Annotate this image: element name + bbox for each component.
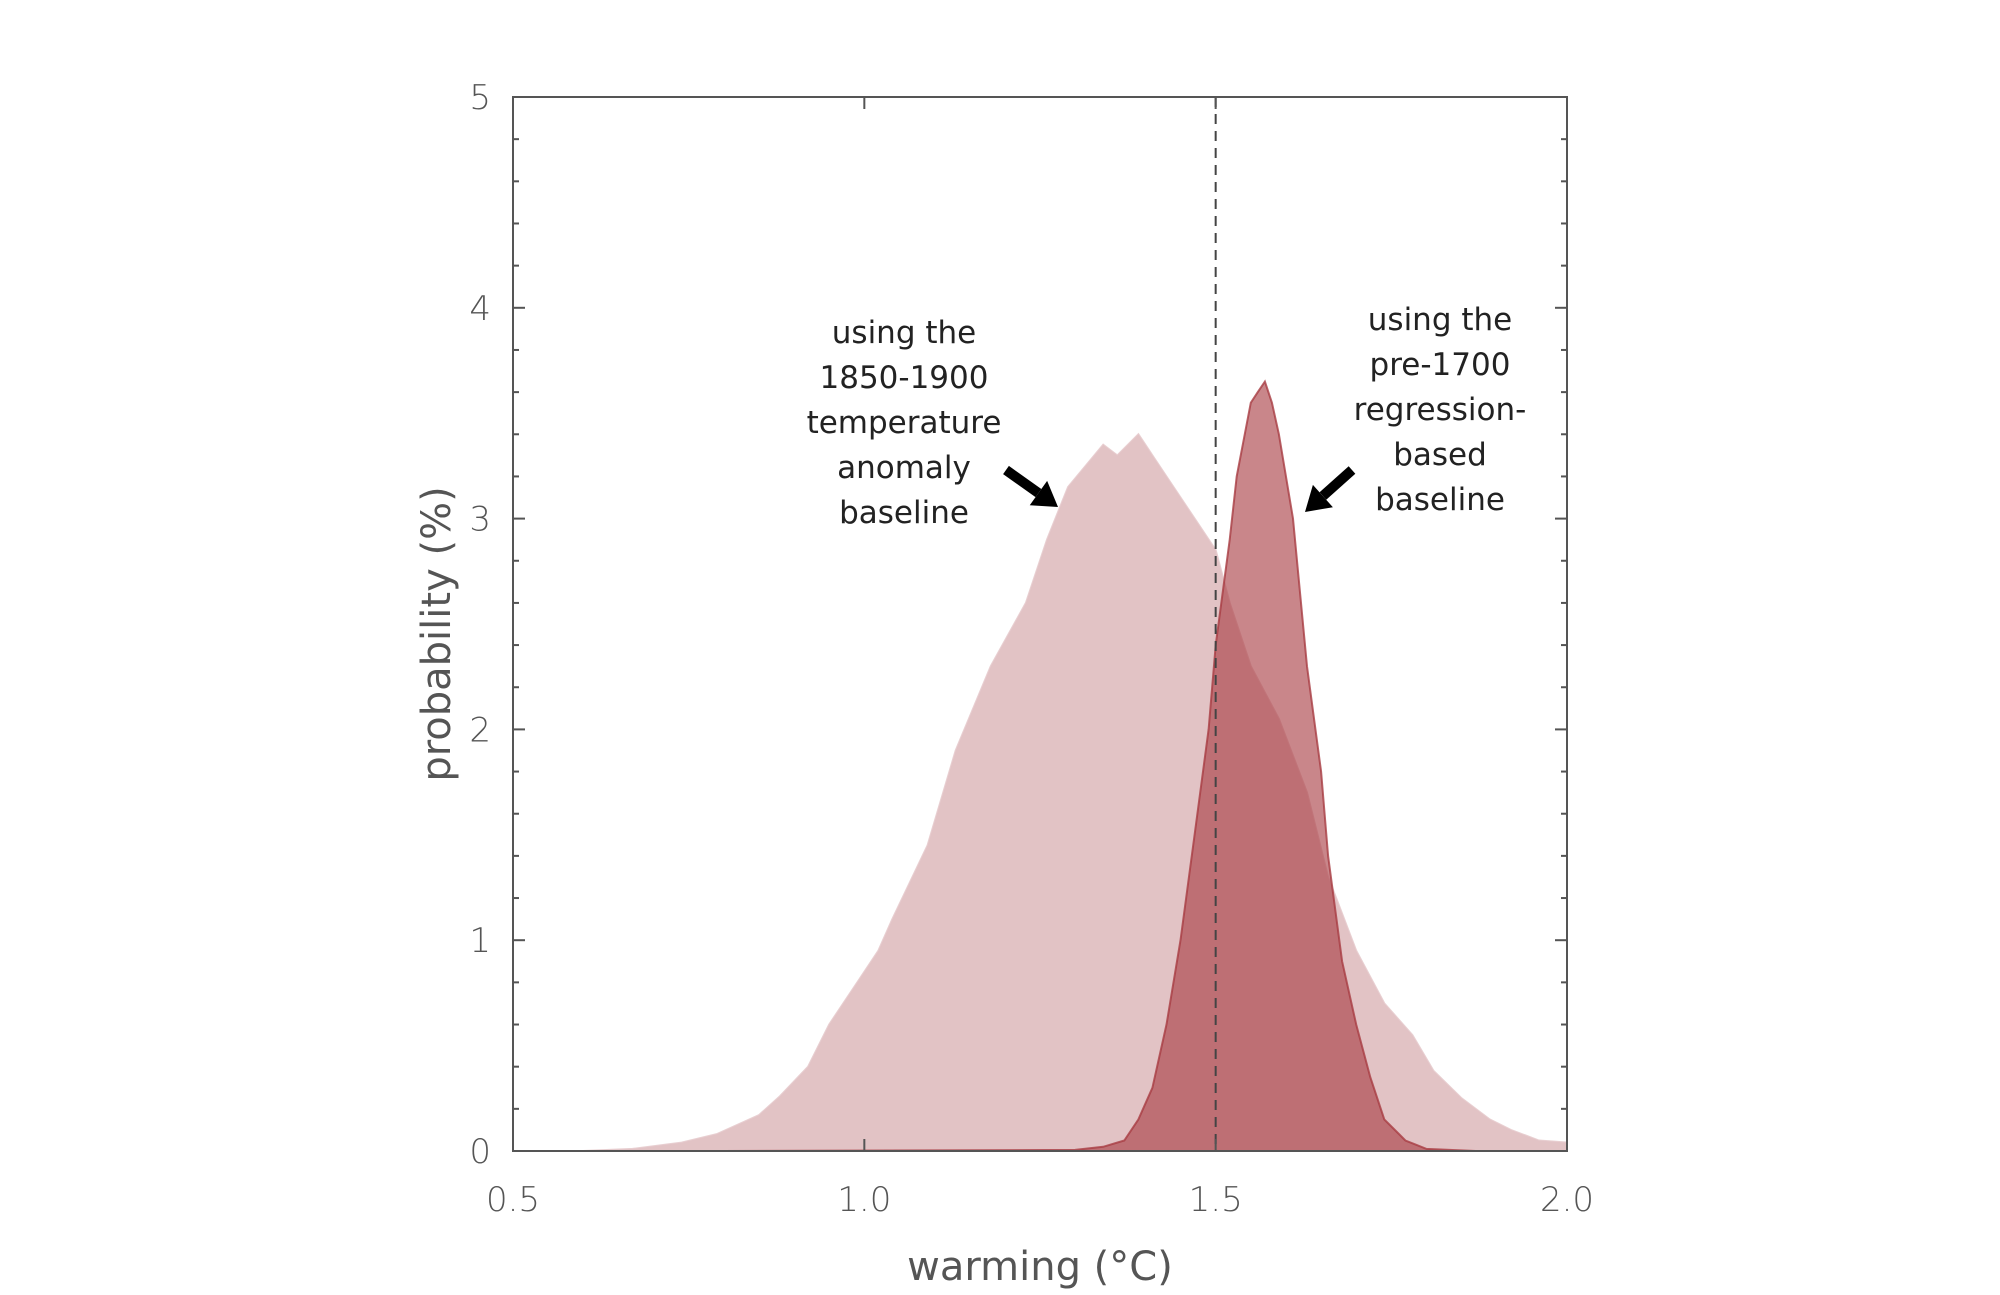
y-tick-label: 1 <box>469 921 491 961</box>
annotation-line: baseline <box>839 495 969 531</box>
y-tick-label: 4 <box>469 289 491 329</box>
y-tick-label: 3 <box>469 500 491 540</box>
plot-frame <box>512 96 1568 1152</box>
annotation-line: pre-1700 <box>1370 347 1511 383</box>
y-tick-label: 0 <box>469 1132 491 1172</box>
annotation-line: baseline <box>1375 482 1505 518</box>
x-tick-label: 1.0 <box>837 1180 891 1220</box>
x-tick-label: 2.0 <box>1540 1180 1594 1220</box>
tick-labels: 0 1 2 3 4 5 0.5 1.0 1.5 2.0 <box>469 78 1594 1220</box>
arrow-left-icon-shaft <box>1003 465 1042 498</box>
x-tick-label: 1.5 <box>1189 1180 1243 1220</box>
arrow-right-icon-shaft <box>1319 466 1356 500</box>
annotation-2: using the pre-1700 regression-based baselin… <box>1354 302 1527 518</box>
y-axis-title: probability (%) <box>414 486 460 781</box>
annotation-line: temperature <box>807 405 1002 441</box>
arrow-left-icon-head <box>1029 480 1058 507</box>
annotation-line: using the <box>1368 302 1512 338</box>
series-area-1 <box>513 432 1568 1152</box>
annotation-line: using the <box>832 315 976 351</box>
annotation-1: using the 1850-1900 temperature anomaly base… <box>807 315 1002 531</box>
annotation-line: regression- <box>1354 392 1527 428</box>
y-tick-label: 5 <box>469 78 491 118</box>
annotation-line: based <box>1393 437 1487 473</box>
y-tick-label: 2 <box>469 710 491 750</box>
arrow-right-icon-head <box>1305 484 1333 512</box>
annotations: using the 1850-1900 temperature anomaly base… <box>807 302 1527 531</box>
annotation-line: 1850-1900 <box>820 360 989 396</box>
series-areas <box>513 379 1568 1152</box>
annotation-line: anomaly <box>837 450 971 486</box>
x-axis-title: warming (°C) <box>907 1244 1173 1290</box>
x-tick-label: 0.5 <box>486 1180 540 1220</box>
series-area-2 <box>723 379 1567 1152</box>
axis-ticks <box>512 96 1568 1152</box>
